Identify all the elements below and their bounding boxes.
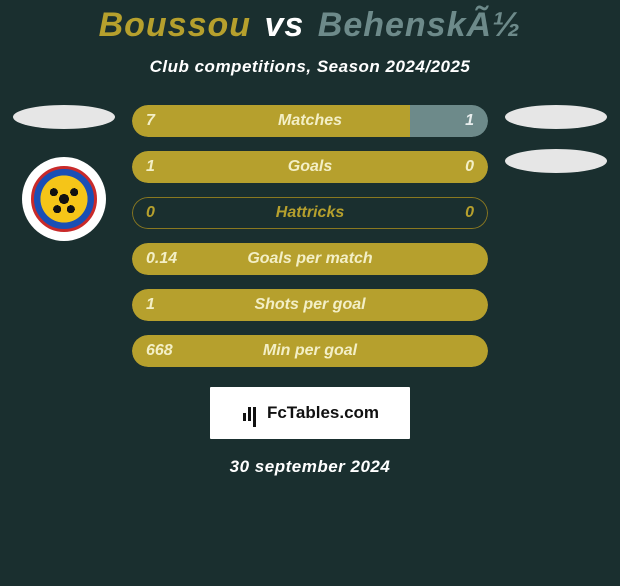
left-column [4, 105, 124, 367]
title-player-right: BehenskÃ½ [318, 6, 522, 44]
stat-value-right: 0 [465, 204, 474, 222]
stat-label: Hattricks [276, 204, 344, 222]
title-vs: vs [264, 6, 304, 44]
stat-value-left: 1 [146, 158, 155, 176]
stat-row: 668 Min per goal [132, 335, 488, 367]
stat-value-left: 1 [146, 296, 155, 314]
stat-label: Goals per match [247, 250, 372, 268]
watermark-text: FcTables.com [267, 403, 379, 423]
right-column [496, 105, 616, 367]
stat-row: 1 Goals 0 [132, 151, 488, 183]
right-player-flag-placeholder [505, 105, 607, 129]
stat-label: Min per goal [263, 342, 357, 360]
stat-value-right: 0 [465, 158, 474, 176]
soccer-ball-icon [47, 182, 81, 216]
subtitle: Club competitions, Season 2024/2025 [0, 57, 620, 77]
stat-row: 1 Shots per goal [132, 289, 488, 321]
stats-column: 7 Matches 1 1 Goals 0 0 Hattricks 0 0.14 Goals per… [124, 105, 496, 367]
stat-label: Shots per goal [254, 296, 365, 314]
date: 30 september 2024 [0, 457, 620, 477]
stat-value-left: 7 [146, 112, 155, 130]
watermark: FcTables.com [210, 387, 410, 439]
stat-label: Matches [278, 112, 342, 130]
comparison-title: Boussou vs BehenskÃ½ [0, 6, 620, 45]
bar-chart-icon [241, 403, 261, 423]
stat-row: 0.14 Goals per match [132, 243, 488, 275]
stat-row: 0 Hattricks 0 [132, 197, 488, 229]
stat-label: Goals [288, 158, 332, 176]
stat-value-left: 668 [146, 342, 173, 360]
stat-value-left: 0 [146, 204, 155, 222]
left-player-flag-placeholder [13, 105, 115, 129]
title-player-left: Boussou [99, 6, 251, 44]
left-club-badge [22, 157, 106, 241]
content-wrapper: 7 Matches 1 1 Goals 0 0 Hattricks 0 0.14 Goals per… [0, 105, 620, 367]
stat-fill-left [132, 105, 410, 137]
right-club-placeholder [505, 149, 607, 173]
stat-value-right: 1 [465, 112, 474, 130]
stat-fill-right [410, 105, 488, 137]
stat-value-left: 0.14 [146, 250, 177, 268]
stat-row: 7 Matches 1 [132, 105, 488, 137]
club-badge-icon [31, 166, 97, 232]
